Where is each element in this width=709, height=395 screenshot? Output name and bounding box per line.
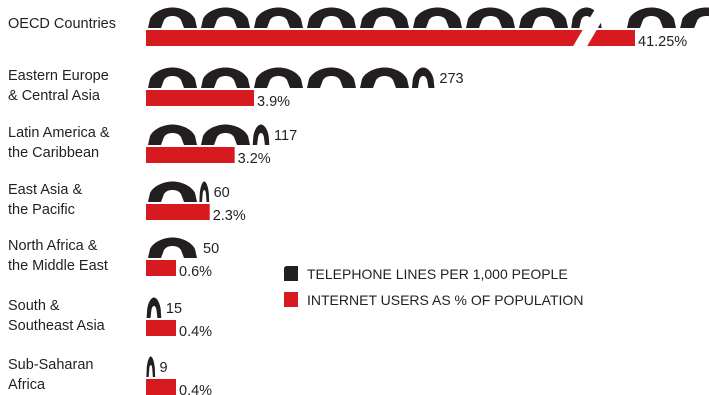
telephone-value-label: 117 xyxy=(274,128,297,144)
legend: TELEPHONE LINES PER 1,000 PEOPLE INTERNET… xyxy=(284,266,583,308)
telephone-icon xyxy=(201,124,250,145)
category-label: Africa xyxy=(8,377,46,393)
chart-row: Sub-Saharan Africa 9 0.4% xyxy=(8,356,212,395)
category-label: East Asia & xyxy=(8,182,82,198)
telephone-icon xyxy=(146,297,162,318)
category-label: North Africa & xyxy=(8,238,98,254)
telephone-icon xyxy=(627,7,676,28)
telephone-icon xyxy=(148,181,197,202)
telephone-icon xyxy=(148,124,197,145)
chart-row: South & Southeast Asia 15 0.4% xyxy=(8,297,212,340)
category-label: Eastern Europe xyxy=(8,68,109,84)
internet-value-label: 41.25% xyxy=(638,34,687,50)
telephone-icon xyxy=(413,7,462,28)
telephone-bar xyxy=(146,297,162,318)
telephone-icon xyxy=(360,7,409,28)
category-label: the Pacific xyxy=(8,202,75,218)
telephone-icon xyxy=(466,7,515,28)
telephone-bar xyxy=(148,181,210,202)
telephone-value-label: 60 xyxy=(214,185,230,201)
telephone-bar xyxy=(146,356,156,377)
telephone-value-label: 15 xyxy=(166,301,182,317)
telephone-bar xyxy=(148,7,709,28)
telephone-icon xyxy=(307,7,356,28)
internet-bar xyxy=(146,30,635,46)
internet-bar xyxy=(146,260,176,276)
telephone-icon xyxy=(148,67,197,88)
telephone-icon xyxy=(148,7,197,28)
category-label: the Caribbean xyxy=(8,145,99,161)
telephone-icon xyxy=(411,67,435,88)
axis-break-slash xyxy=(572,4,612,48)
telephone-value-label: 273 xyxy=(439,71,463,87)
telephone-icon xyxy=(307,67,356,88)
chart-row: Eastern Europe & Central Asia 273 3.9% xyxy=(8,67,464,110)
internet-value-label: 2.3% xyxy=(213,208,246,224)
legend-internet-swatch xyxy=(284,292,298,307)
telephone-icon xyxy=(254,67,303,88)
category-label: Southeast Asia xyxy=(8,318,106,334)
telephone-value-label: 50 xyxy=(203,241,219,257)
category-label: & Central Asia xyxy=(8,88,101,104)
internet-bar xyxy=(146,90,255,106)
internet-value-label: 0.6% xyxy=(179,264,212,280)
chart-row: East Asia & the Pacific 60 2.3% xyxy=(8,181,246,224)
category-label: Sub-Saharan xyxy=(8,357,93,373)
internet-value-label: 0.4% xyxy=(179,324,212,340)
telephone-icon xyxy=(201,7,250,28)
category-label: South & xyxy=(8,298,60,314)
telephone-icon xyxy=(680,7,709,28)
axis-break xyxy=(572,4,612,48)
chart-row: North Africa & the Middle East 50 0.6% xyxy=(8,237,219,280)
telephone-icon xyxy=(360,67,409,88)
telephone-icon xyxy=(148,237,197,258)
telephone-icon xyxy=(252,124,270,145)
internet-value-label: 3.9% xyxy=(257,94,290,110)
legend-label: TELEPHONE LINES PER 1,000 PEOPLE xyxy=(307,266,568,282)
internet-bar xyxy=(146,204,210,220)
internet-value-label: 0.4% xyxy=(179,383,212,395)
telephone-value-label: 9 xyxy=(160,360,168,376)
telephone-icon xyxy=(199,181,210,202)
chart-rows: OECD Countries50441.25%Eastern Europe& C… xyxy=(8,7,709,395)
telephone-icon xyxy=(201,67,250,88)
telephone-bar xyxy=(148,124,270,145)
internet-bar xyxy=(146,147,235,163)
legend-label: INTERNET USERS AS % OF POPULATION xyxy=(307,292,583,308)
telephone-icon xyxy=(146,356,156,377)
telephone-bar xyxy=(148,237,197,258)
category-label: Latin America & xyxy=(8,125,110,141)
category-label: OECD Countries xyxy=(8,16,116,32)
legend-telephone-swatch xyxy=(284,266,298,281)
internet-value-label: 3.2% xyxy=(238,151,271,167)
internet-bar xyxy=(146,320,176,336)
telephone-icon xyxy=(519,7,568,28)
internet-bar xyxy=(146,379,176,395)
category-label: the Middle East xyxy=(8,258,108,274)
telephone-icon xyxy=(254,7,303,28)
telephone-bar xyxy=(148,67,435,88)
